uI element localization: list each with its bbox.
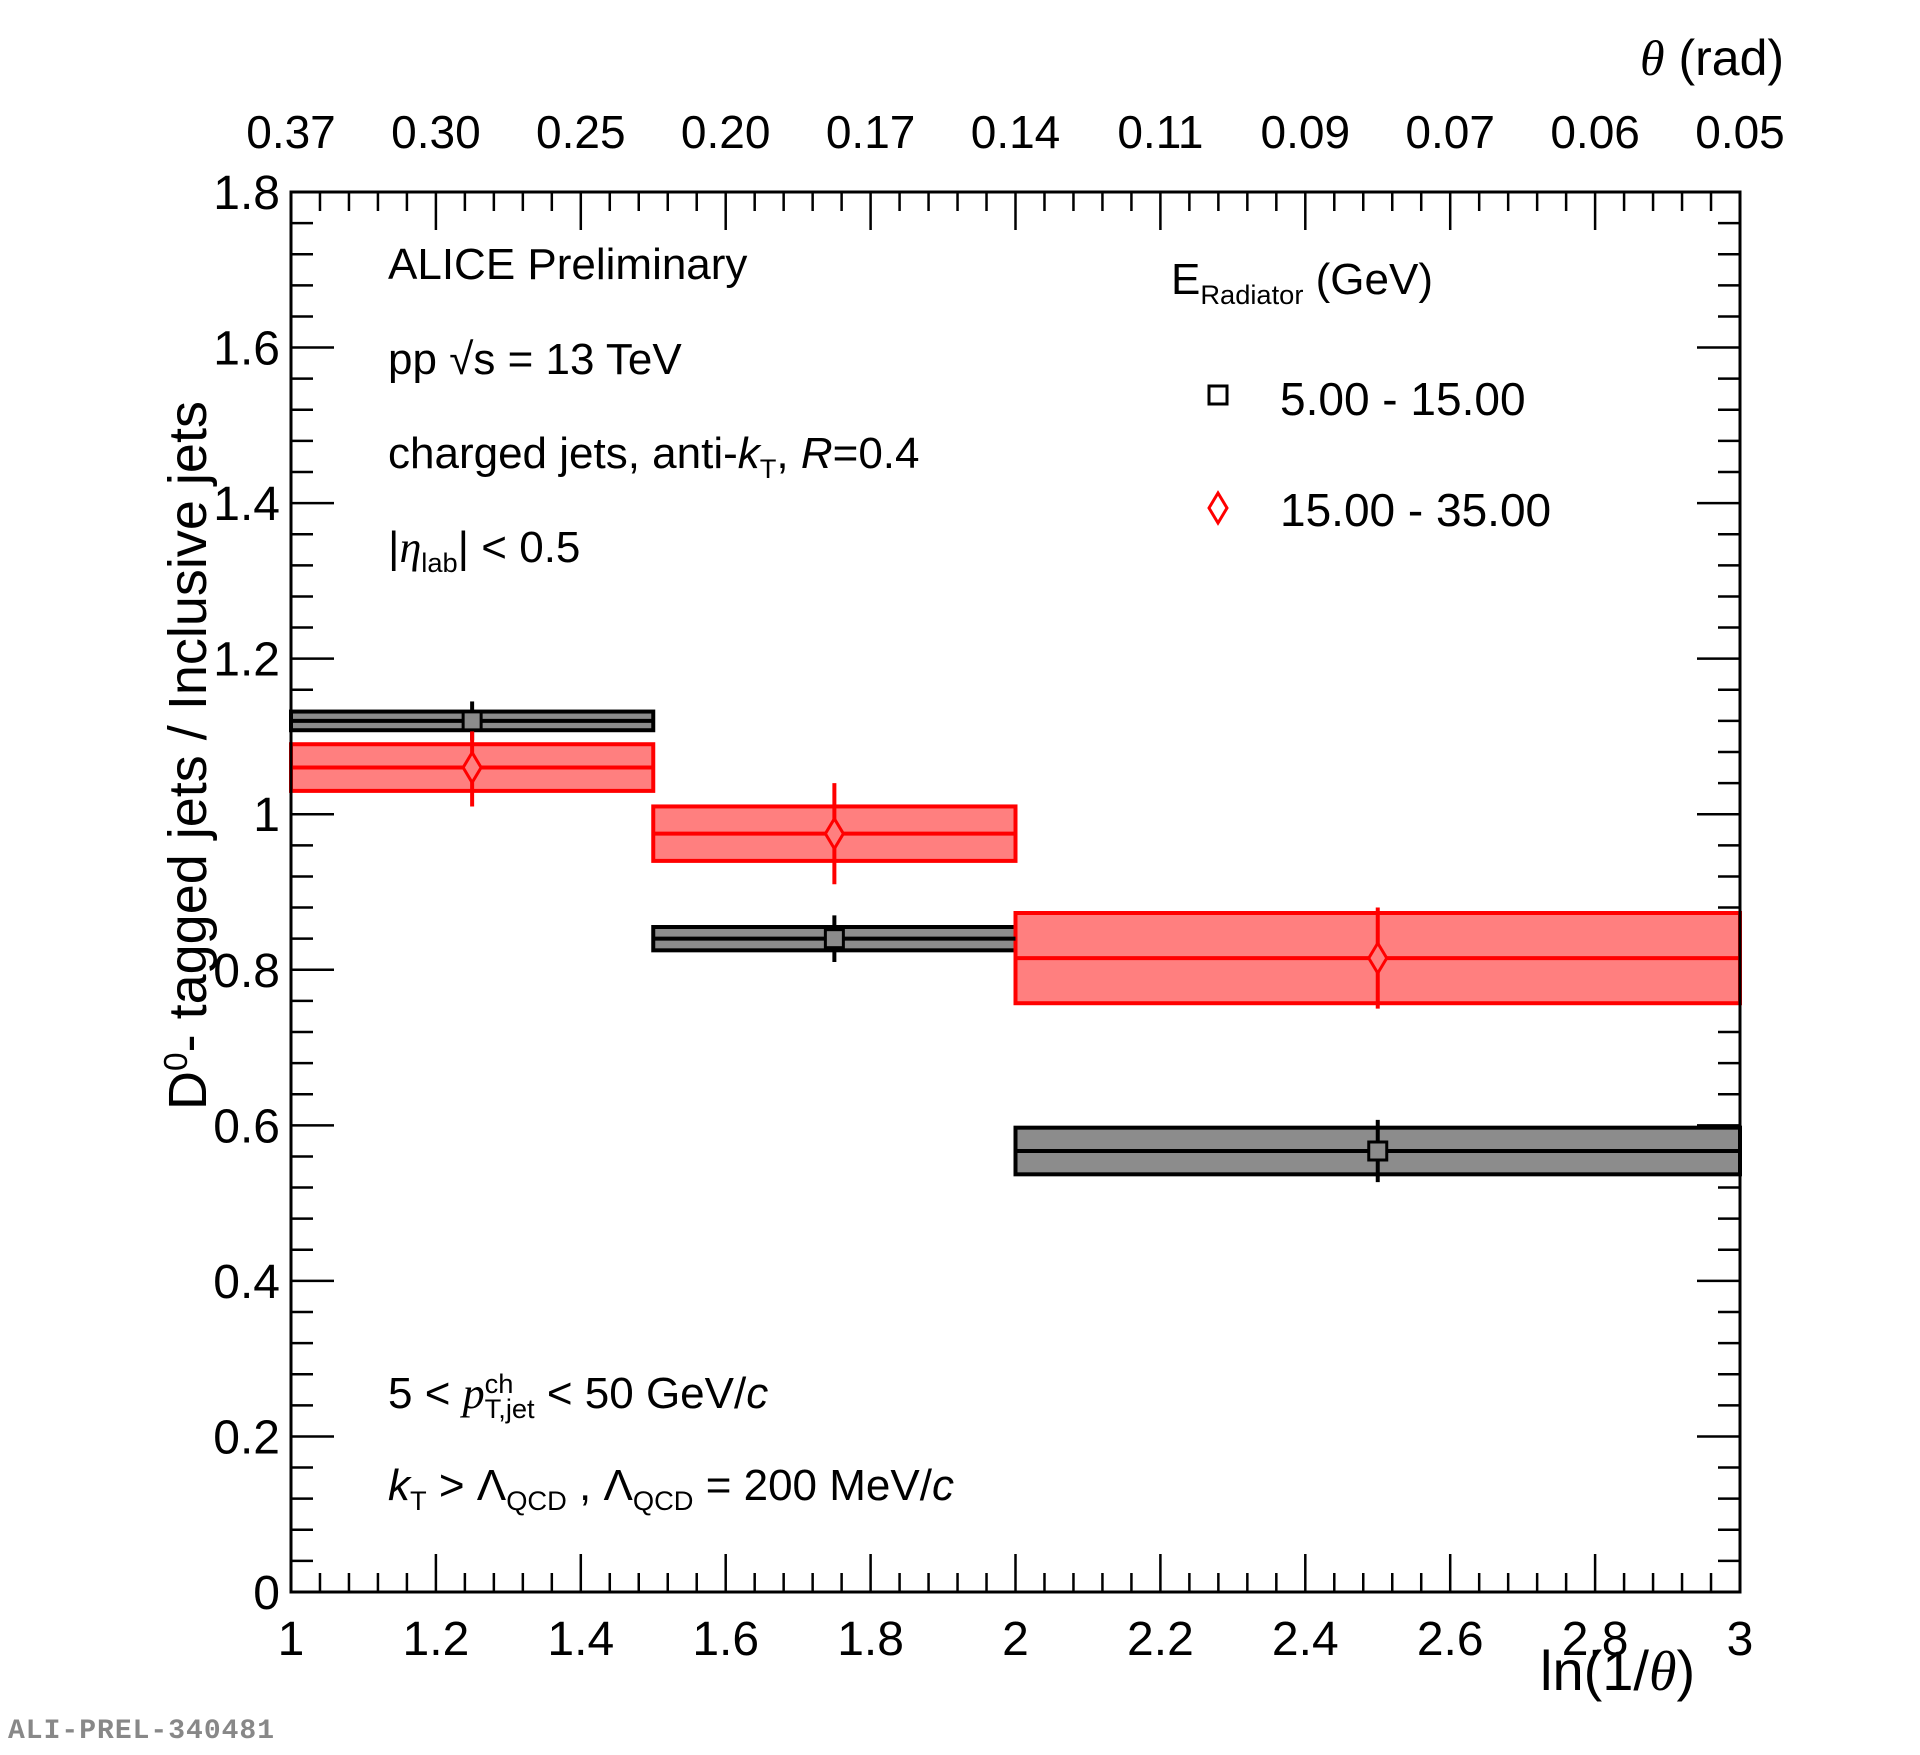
legend-E-unit: (GeV): [1303, 255, 1433, 304]
top-unit: (rad): [1664, 30, 1785, 86]
collision-system-label: pp √s = 13 TeV: [388, 338, 682, 382]
x-tick-label: 2.4: [1272, 1613, 1339, 1666]
eta-sub: lab: [421, 546, 458, 578]
y-tick-label: 1.8: [213, 167, 280, 220]
legend-marker-square: [1207, 384, 1229, 406]
systematic-bands: [289, 709, 1742, 1177]
legend-title: ERadiator (GeV): [1171, 258, 1433, 308]
kt-mid2: , Λ: [566, 1461, 633, 1510]
x-tick-label: 1.4: [547, 1613, 614, 1666]
pt-supsub: ch T,jet: [484, 1368, 535, 1424]
footer-id: ALI-PREL-340481: [8, 1716, 276, 1747]
kt-k: k: [388, 1461, 410, 1510]
y-axis-title: D0- tagged jets / Inclusive jets: [158, 401, 218, 1110]
sqrt-s: √s: [449, 335, 496, 384]
eta-symbol: η: [399, 523, 422, 572]
y-tick-label: 1.2: [213, 634, 280, 687]
eta-close: | < 0.5: [457, 523, 581, 572]
top-tick-label: 0.25: [536, 106, 626, 158]
ylabel-D: D: [158, 1071, 218, 1110]
jets-R-val: =0.4: [832, 429, 920, 478]
data-point-diamond: [823, 815, 846, 852]
data-point-diamond: [461, 749, 483, 786]
legend-marker-diamond: [1207, 490, 1229, 526]
y-tick-label: 0.8: [213, 945, 280, 998]
y-tick-label: 1: [253, 789, 280, 842]
top-tick-label: 0.05: [1695, 106, 1785, 158]
kt-suffix: = 200 MeV/: [693, 1461, 932, 1510]
tick-labels: 1 1.2 1.4 1.6 1.8 2 2.2 2.4 2.6 2.8 3 0 0.2 0.4 0.6 0.8…: [213, 106, 1785, 1666]
x-tick-label: 2.6: [1417, 1613, 1484, 1666]
top-axis-title: θ (rad): [1640, 33, 1784, 83]
top-tick-label: 0.09: [1261, 106, 1351, 158]
y-tick-label: 0.4: [213, 1256, 280, 1309]
xlabel-close: ): [1676, 1639, 1696, 1702]
top-tick-label: 0.20: [681, 106, 771, 158]
data-point-diamond: [1367, 940, 1389, 977]
jets-definition-label: charged jets, anti-kT, R=0.4: [388, 432, 920, 482]
x-tick-label: 3: [1727, 1613, 1754, 1666]
jets-R: R: [800, 429, 833, 478]
data-point-square: [823, 928, 845, 950]
pt-prefix: 5 <: [388, 1369, 463, 1419]
x-axis-title: ln(1/θ): [1540, 1641, 1695, 1703]
pt-p: p: [462, 1369, 485, 1419]
top-tick-label: 0.11: [1117, 106, 1203, 158]
x-tick-label: 2.2: [1127, 1613, 1194, 1666]
energy-value: = 13 TeV: [507, 335, 682, 384]
kt-cut-label: kT > ΛQCD , ΛQCD = 200 MeV/c: [388, 1464, 954, 1514]
eta-open: |: [388, 523, 400, 572]
legend-entry-low: 5.00 - 15.00: [1280, 373, 1526, 425]
jets-k: k: [737, 429, 760, 478]
legend-E-sub: Radiator: [1200, 278, 1304, 310]
xlabel-theta: θ: [1648, 1641, 1677, 1703]
y-tick-label: 1.4: [213, 478, 280, 531]
xlabel-ln: ln(1/: [1540, 1639, 1649, 1702]
x-tick-label: 1: [278, 1613, 305, 1666]
pt-suffix: < 50 GeV/: [534, 1369, 747, 1419]
plot-frame: [289, 190, 1742, 1594]
pt-cut-label: 5 < p ch T,jet < 50 GeV/c: [388, 1368, 769, 1424]
top-tick-label: 0.30: [391, 106, 481, 158]
legend-E: E: [1171, 255, 1201, 304]
y-tick-label: 1.6: [213, 323, 280, 376]
pt-sub: T,jet: [484, 1392, 535, 1424]
x-tick-label: 2.8: [1562, 1613, 1629, 1666]
pt-sup: ch: [484, 1368, 514, 1399]
top-tick-label: 0.37: [246, 106, 336, 158]
top-theta: θ: [1640, 30, 1665, 86]
kt-qcd2: QCD: [632, 1484, 694, 1516]
jets-k-sub: T: [759, 452, 777, 484]
jets-sep: ,: [776, 429, 801, 478]
x-tick-label: 1.2: [403, 1613, 470, 1666]
top-tick-label: 0.14: [971, 106, 1061, 158]
kt-c: c: [931, 1461, 954, 1510]
pt-c: c: [746, 1369, 769, 1419]
top-tick-label: 0.07: [1405, 106, 1495, 158]
experiment-label: ALICE Preliminary: [388, 240, 748, 289]
x-tick-label: 2: [1002, 1613, 1029, 1666]
kt-qcd1: QCD: [506, 1484, 567, 1516]
data-point-square: [1367, 1140, 1389, 1162]
legend-entry-high: 15.00 - 35.00: [1280, 484, 1552, 536]
y-tick-label: 0.2: [213, 1411, 280, 1464]
kt-mid: > Λ: [426, 1461, 507, 1510]
top-tick-label: 0.06: [1550, 106, 1640, 158]
top-tick-label: 0.17: [826, 106, 916, 158]
system-prefix: pp: [388, 335, 437, 384]
x-tick-label: 1.8: [837, 1613, 904, 1666]
data-point-square: [461, 710, 483, 732]
y-tick-label: 0.6: [213, 1100, 280, 1153]
jets-prefix: charged jets, anti-: [388, 429, 738, 478]
ylabel-sup: 0: [158, 1052, 195, 1071]
kt-sub: T: [410, 1484, 427, 1516]
ylabel-rest: - tagged jets / Inclusive jets: [158, 401, 218, 1053]
y-tick-label: 0: [253, 1567, 280, 1620]
data-markers: [461, 710, 1389, 1162]
x-tick-label: 1.6: [692, 1613, 759, 1666]
eta-cut-label: |ηlab| < 0.5: [388, 526, 580, 576]
